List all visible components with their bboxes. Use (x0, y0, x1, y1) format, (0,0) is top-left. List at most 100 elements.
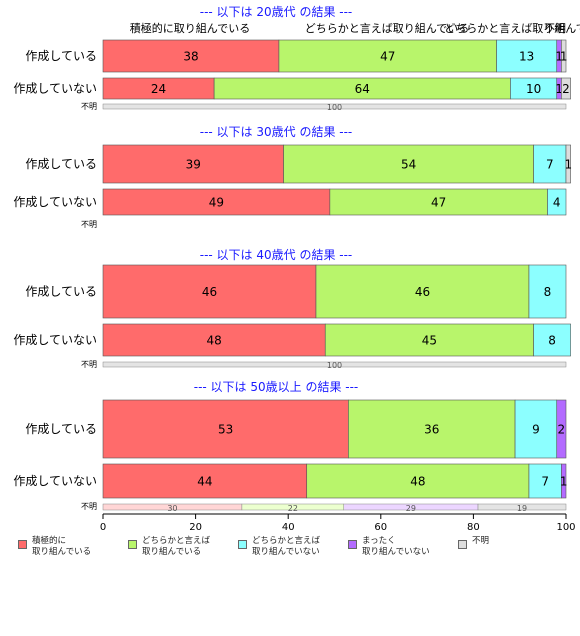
data-label: 45 (422, 334, 437, 348)
category-label: 作成している (25, 49, 97, 63)
bar-segment (561, 77, 571, 100)
x-tick-label: 80 (467, 522, 480, 533)
unknown-label: 不明 (81, 502, 97, 511)
panel-title: --- 以下は 30歳代 の結果 --- (200, 125, 353, 139)
data-label: 10 (526, 82, 541, 96)
bar-segment (102, 463, 308, 499)
unknown-data-label: 30 (167, 504, 177, 513)
data-label: 47 (431, 196, 446, 210)
bar-segment (528, 463, 562, 499)
data-label: 1 (560, 475, 568, 489)
legend-item: 不明 (458, 536, 568, 558)
unknown-segment (102, 361, 567, 368)
bar-segment (315, 264, 530, 319)
category-label: 作成している (25, 285, 97, 299)
data-label: 44 (197, 475, 212, 489)
bar-segment (533, 144, 567, 184)
bar-segment (102, 264, 317, 319)
data-label: 4 (553, 196, 561, 210)
bar-segment (348, 399, 516, 459)
unknown-label: 不明 (81, 102, 97, 111)
legend-label: 積極的に 取り組んでいる (32, 536, 92, 557)
x-tick-label: 60 (374, 522, 387, 533)
unknown-data-label: 19 (517, 504, 527, 513)
legend-swatch (348, 540, 357, 549)
category-label: 作成している (25, 422, 97, 436)
data-label: 1 (560, 50, 568, 64)
category-label: 作成している (25, 157, 97, 171)
data-label: 2 (562, 82, 570, 96)
unknown-data-label: 22 (288, 504, 298, 513)
bar-segment (102, 144, 284, 184)
bar-segment (329, 188, 548, 216)
legend-label: 不明 (472, 536, 490, 546)
bar-segment (556, 399, 567, 459)
data-label: 48 (410, 475, 425, 489)
data-label: 7 (546, 158, 554, 172)
data-label: 2 (558, 423, 566, 437)
data-label: 8 (548, 334, 556, 348)
header-label: どちらかと言えば取り組んでいる (305, 22, 469, 35)
data-label: 46 (202, 285, 217, 299)
data-label: 7 (541, 475, 549, 489)
data-label: 38 (183, 50, 198, 64)
bar-segment (528, 264, 567, 319)
data-label: 54 (401, 158, 416, 172)
panel-title: --- 以下は 20歳代 の結果 --- (200, 5, 353, 19)
data-label: 48 (206, 334, 221, 348)
data-label: 8 (544, 285, 552, 299)
header-label: 不明 (544, 22, 566, 35)
legend-swatch (18, 540, 27, 549)
bar-segment (102, 323, 326, 357)
category-label: 作成していない (13, 82, 97, 96)
bar-segment (496, 39, 558, 73)
x-tick-label: 0 (100, 522, 106, 533)
bar-segment (565, 144, 571, 184)
data-label: 53 (218, 423, 233, 437)
bar-segment (533, 323, 571, 357)
legend-label: どちらかと言えば 取り組んでいる (142, 536, 211, 557)
bar-segment (102, 188, 331, 216)
legend-swatch (128, 540, 137, 549)
legend-swatch (238, 540, 247, 549)
data-label: 64 (355, 82, 370, 96)
data-label: 9 (532, 423, 540, 437)
category-label: 作成していない (13, 195, 97, 209)
x-tick-label: 20 (189, 522, 202, 533)
data-label: 1 (555, 82, 563, 96)
bar-segment (514, 399, 558, 459)
data-label: 46 (415, 285, 430, 299)
data-label: 49 (209, 196, 224, 210)
data-label: 47 (380, 50, 395, 64)
panel-title: --- 以下は 40歳代 の結果 --- (200, 248, 353, 262)
x-tick-label: 40 (282, 522, 295, 533)
legend-label: まったく 取り組んでいない (362, 536, 430, 557)
bar-segment (547, 188, 567, 216)
header-label: 積極的に取り組んでいる (130, 21, 250, 35)
unknown-label: 不明 (81, 360, 97, 369)
data-label: 1 (555, 50, 563, 64)
data-label: 13 (519, 50, 534, 64)
unknown-data-label: 29 (406, 504, 416, 513)
unknown-label: 不明 (81, 220, 97, 229)
x-tick-label: 100 (556, 522, 575, 533)
unknown-segment (102, 103, 567, 110)
panel-title: --- 以下は 50歳以上 の結果 --- (194, 380, 359, 394)
legend-swatch (458, 540, 467, 549)
legend-item: どちらかと言えば 取り組んでいない (238, 536, 348, 558)
legend-item: まったく 取り組んでいない (348, 536, 458, 558)
legend-label: どちらかと言えば 取り組んでいない (252, 536, 321, 557)
bar-segment (283, 144, 534, 184)
data-label: 36 (424, 423, 439, 437)
bar-segment (306, 463, 530, 499)
legend-item: 積極的に 取り組んでいる (18, 536, 128, 558)
data-label: 24 (151, 82, 166, 96)
bar-segment (278, 39, 497, 73)
category-label: 作成していない (13, 474, 97, 488)
bar-segment (561, 39, 567, 73)
unknown-segment (477, 503, 567, 511)
unknown-data-label: 100 (327, 361, 342, 370)
unknown-data-label: 100 (327, 103, 342, 112)
